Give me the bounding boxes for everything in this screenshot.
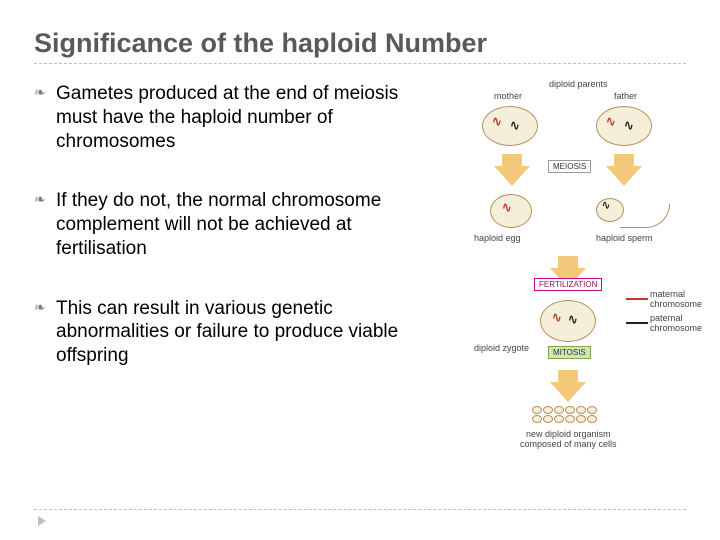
cell-egg: ∿ [490,194,532,228]
bullet-list: Gametes produced at the end of meiosis m… [34,82,444,368]
label-haploid-egg: haploid egg [474,234,521,244]
arrow-icon [494,166,530,186]
stage-fertilization: FERTILIZATION [534,278,602,291]
chromosome-icon: ∿ [602,198,610,212]
slide-title: Significance of the haploid Number [34,28,686,59]
bullet-item: If they do not, the normal chromosome co… [34,189,444,260]
stage-mitosis: MITOSIS [548,346,591,359]
many-cells-icon [532,406,597,423]
chromosome-icon: ∿ [510,117,519,134]
label-haploid-sperm: haploid sperm [596,234,653,244]
content-row: Gametes produced at the end of meiosis m… [34,82,686,462]
label-paternal: paternal chromosome [650,314,702,334]
chromosome-icon: ∿ [502,199,511,216]
stage-meiosis: MEIOSIS [548,160,591,173]
arrow-icon [606,166,642,186]
legend-maternal-line [626,298,648,300]
cell-zygote: ∿ ∿ [540,300,596,342]
slide-marker-icon [38,516,46,526]
cell-mother: ∿ ∿ [482,106,538,146]
bullet-item: Gametes produced at the end of meiosis m… [34,82,444,153]
chromosome-icon: ∿ [552,309,561,326]
sperm-tail-icon [620,204,670,228]
meiosis-diagram: diploid parents mother father ∿ ∿ ∿ ∿ ME… [454,82,684,462]
diagram-column: diploid parents mother father ∿ ∿ ∿ ∿ ME… [454,82,686,462]
label-father: father [614,92,637,102]
arrow-icon [550,382,586,402]
bullet-item: This can result in various genetic abnor… [34,297,444,368]
chromosome-icon: ∿ [606,113,615,130]
chromosome-icon: ∿ [492,113,501,130]
footer-divider [34,509,686,510]
text-column: Gametes produced at the end of meiosis m… [34,82,444,462]
label-maternal: maternal chromosome [650,290,702,310]
legend-paternal-line [626,322,648,324]
chromosome-icon: ∿ [568,311,577,328]
label-diploid-parents: diploid parents [549,80,608,90]
label-mother: mother [494,92,522,102]
cell-father: ∿ ∿ [596,106,652,146]
title-divider [34,63,686,64]
label-zygote: diploid zygote [474,344,529,354]
chromosome-icon: ∿ [624,117,633,134]
label-new-organism: new diploid organism composed of many ce… [520,430,617,450]
slide: Significance of the haploid Number Gamet… [0,0,720,540]
